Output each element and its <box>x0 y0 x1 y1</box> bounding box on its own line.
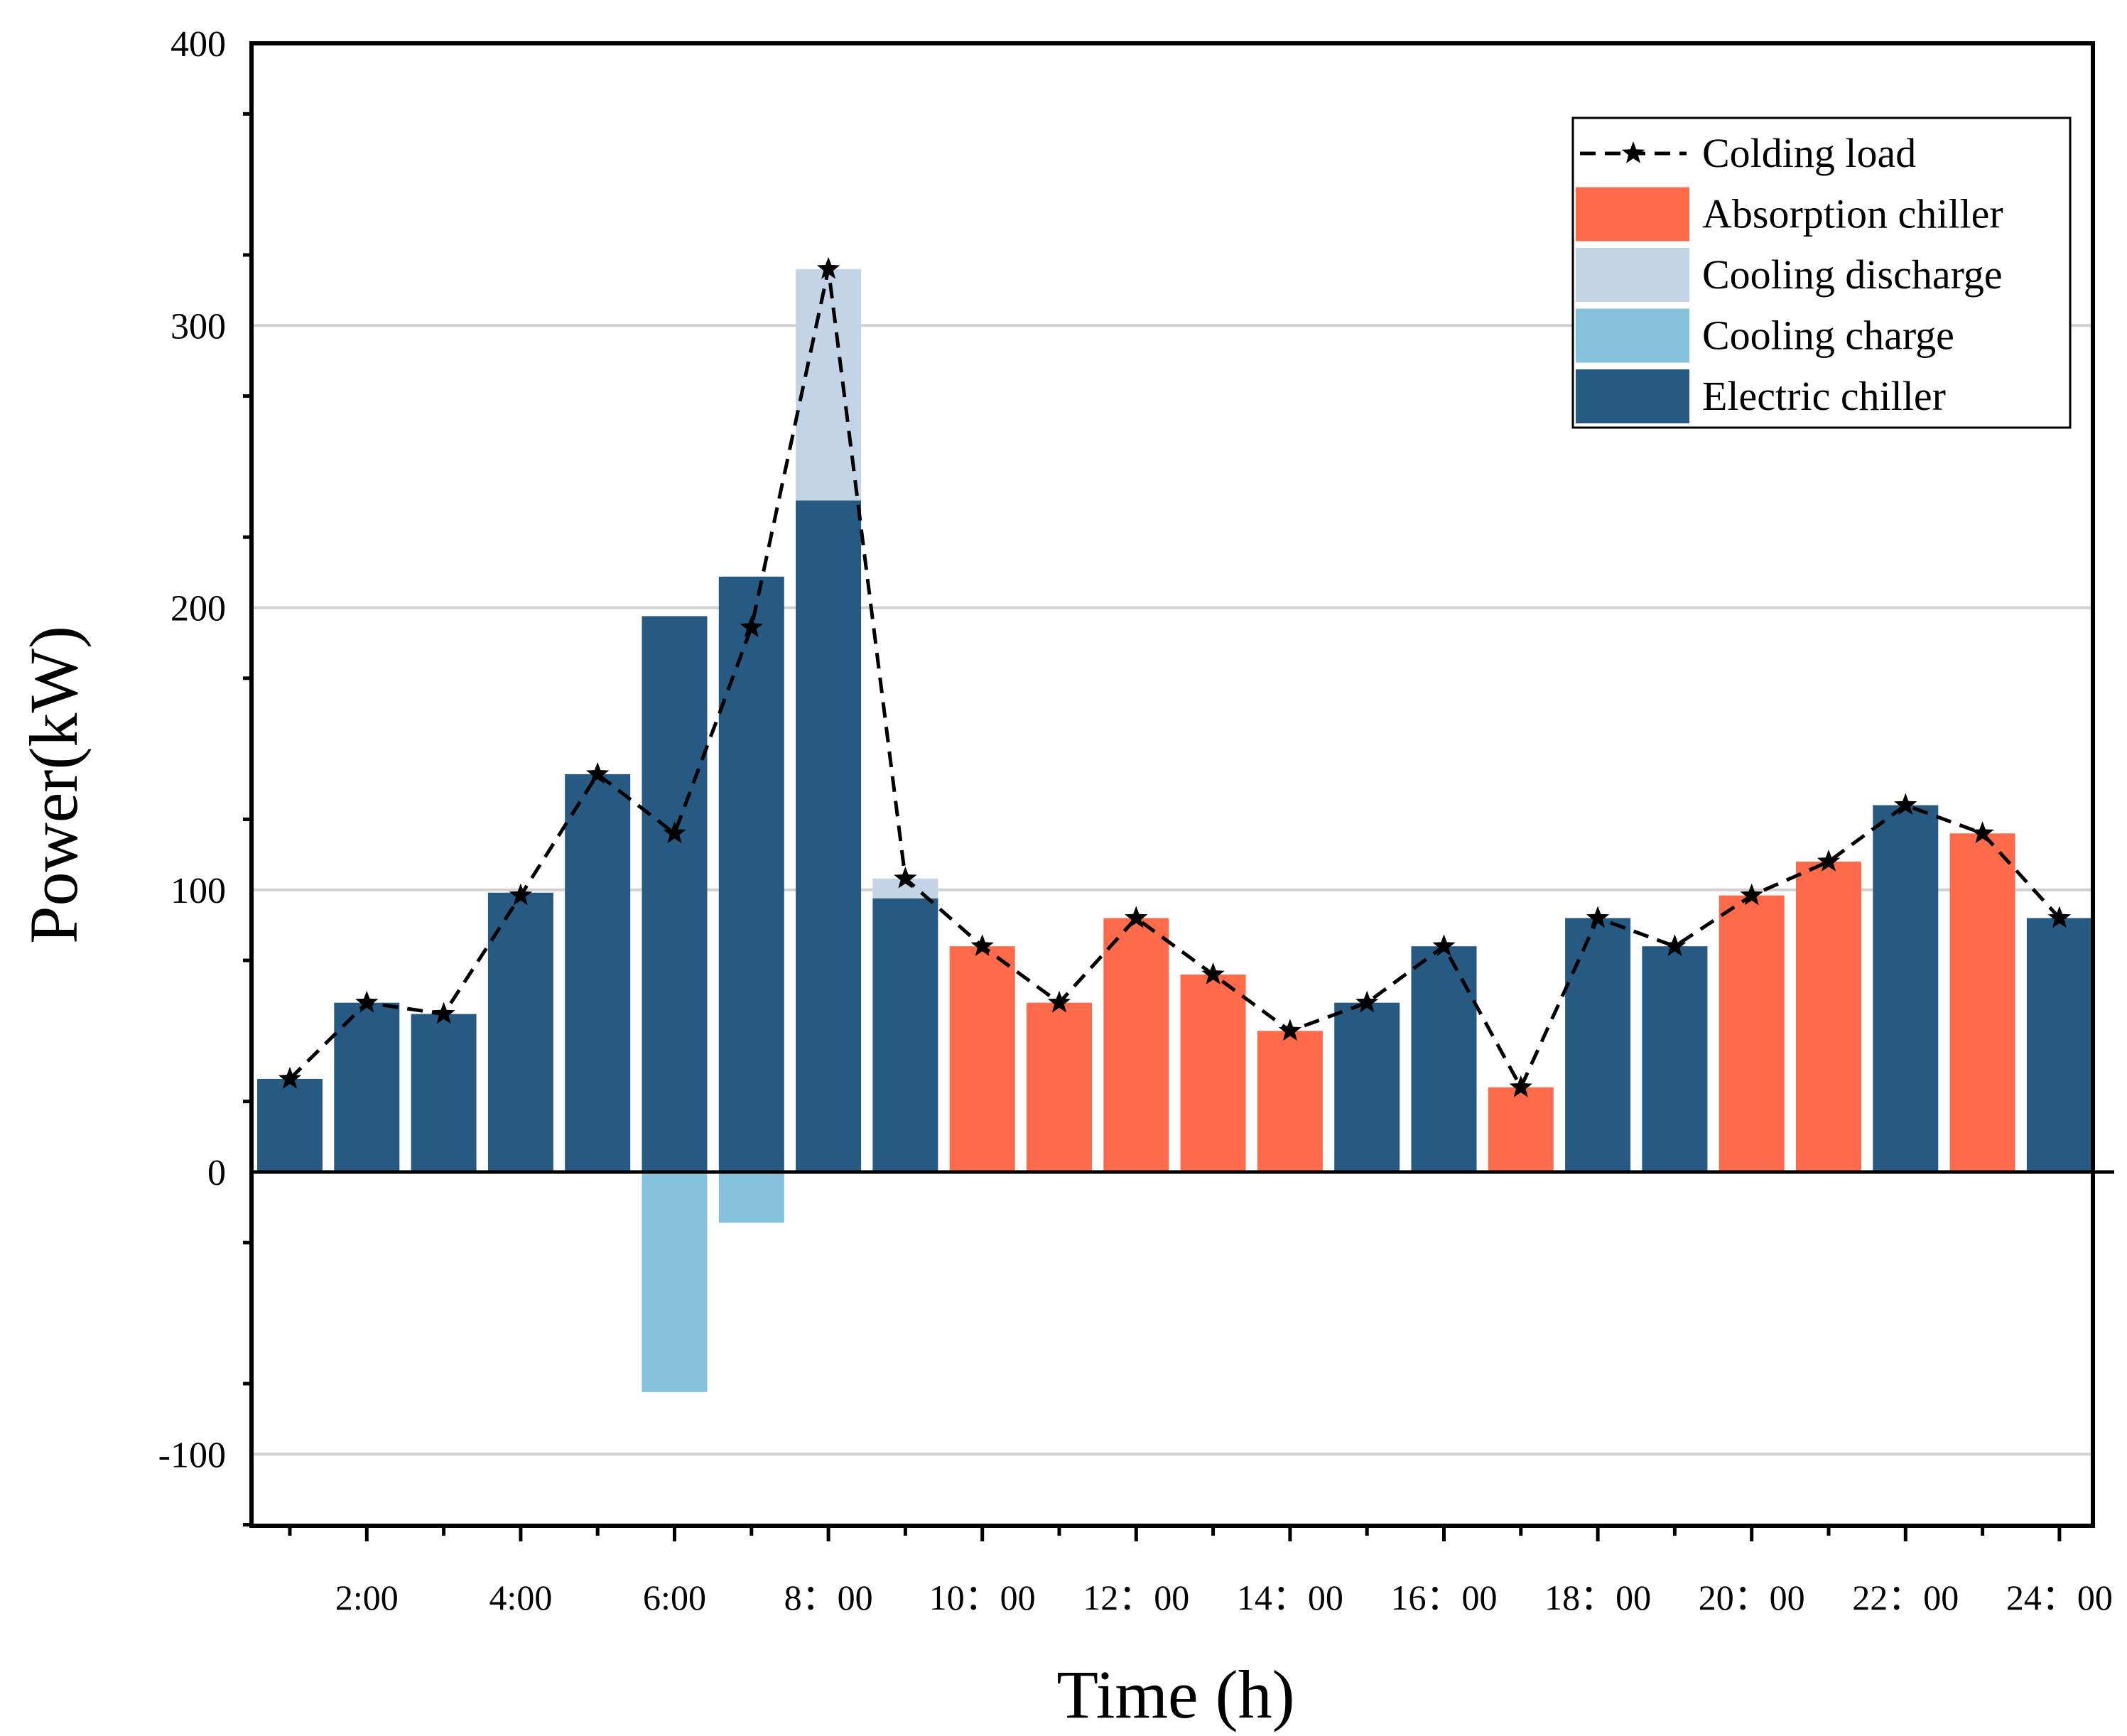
legend-label: Colding load <box>1702 130 1916 176</box>
x-tick-label: 14：00 <box>1237 1578 1343 1617</box>
y-tick-label: 100 <box>171 871 226 911</box>
legend-label: Electric chiller <box>1702 373 1946 419</box>
legend-star <box>1621 141 1645 163</box>
y-tick-label: 200 <box>171 589 226 629</box>
x-tick-label: 18：00 <box>1544 1578 1651 1617</box>
load-point <box>1663 934 1687 956</box>
y-axis-title: Power(kW) <box>16 626 92 944</box>
bar-absorption-chiller <box>1719 895 1785 1172</box>
bar-electric-chiller <box>2026 918 2092 1172</box>
legend-swatch <box>1576 187 1689 242</box>
bars <box>257 268 2092 1392</box>
load-point <box>894 866 917 889</box>
load-point <box>1432 934 1456 956</box>
x-tick-label: 8：00 <box>784 1578 873 1617</box>
y-tick-label: 300 <box>171 306 226 347</box>
load-point <box>663 821 686 844</box>
bar-electric-chiller <box>334 1002 400 1172</box>
legend-swatch <box>1576 248 1689 302</box>
bar-absorption-chiller <box>1180 974 1246 1172</box>
x-tick-label: 22：00 <box>1852 1578 1959 1617</box>
x-tick-label: 12：00 <box>1083 1578 1189 1617</box>
bar-electric-chiller <box>487 892 553 1172</box>
legend-label: Cooling charge <box>1702 313 1954 359</box>
load-point <box>1509 1075 1532 1097</box>
bar-electric-chiller <box>1565 918 1631 1172</box>
bar-electric-chiller <box>1334 1002 1400 1172</box>
load-point <box>1125 906 1148 928</box>
load-point <box>2047 906 2072 928</box>
bar-electric-chiller <box>1642 946 1708 1172</box>
x-tick-label: 6:00 <box>643 1578 706 1617</box>
load-line-path <box>288 268 2061 1092</box>
bar-cooling-discharge <box>796 268 862 501</box>
axes: -100 0 100 200 300 400 2:00 4:00 6:00 8：00 10：00 12… <box>158 24 2114 1617</box>
bar-electric-chiller <box>872 898 938 1172</box>
load-point <box>1355 990 1379 1013</box>
x-tick-label: 20：00 <box>1699 1578 1805 1617</box>
bar-electric-chiller <box>257 1078 323 1172</box>
bar-absorption-chiller <box>949 946 1015 1172</box>
bar-absorption-chiller <box>1949 833 2015 1172</box>
x-tick-label: 10：00 <box>929 1578 1036 1617</box>
bar-electric-chiller <box>1873 805 1939 1172</box>
legend: Colding load Absorption chiller Cooling di… <box>1571 116 2072 429</box>
load-line <box>278 256 2072 1097</box>
load-point <box>432 1002 455 1024</box>
bar-electric-chiller <box>1411 946 1477 1172</box>
legend-swatch <box>1576 369 1689 423</box>
plot-frame <box>249 41 2095 1528</box>
x-tick-label: 2:00 <box>335 1578 399 1617</box>
bar-electric-chiller <box>411 1014 477 1172</box>
legend-label: Absorption chiller <box>1702 191 2003 237</box>
legend-swatch <box>1576 308 1689 363</box>
bar-absorption-chiller <box>1257 1031 1323 1172</box>
bar-electric-chiller <box>642 616 708 1172</box>
bar-absorption-chiller <box>1027 1002 1092 1172</box>
load-point <box>509 883 533 906</box>
y-tick-label: 0 <box>207 1153 226 1193</box>
y-tick-label: 400 <box>171 24 226 65</box>
load-point <box>355 990 379 1013</box>
bar-absorption-chiller <box>1103 918 1169 1172</box>
load-point <box>740 615 763 638</box>
bar-electric-chiller <box>565 774 631 1172</box>
load-point <box>1278 1019 1302 1041</box>
load-point <box>1047 990 1071 1013</box>
x-axis-title: Time (h) <box>1056 1656 1294 1732</box>
bar-cooling-charge <box>718 1172 784 1223</box>
x-tick-label: 4:00 <box>489 1578 552 1617</box>
bar-electric-chiller <box>718 576 784 1172</box>
load-point <box>278 1066 302 1089</box>
y-tick-label: -100 <box>158 1435 226 1475</box>
x-tick-label: 24：00 <box>2006 1578 2113 1617</box>
load-point <box>1740 883 1763 906</box>
legend-label: Cooling discharge <box>1702 251 2003 298</box>
load-point <box>1971 821 1994 844</box>
load-point <box>816 256 840 279</box>
load-point <box>1817 850 1841 872</box>
load-point <box>1894 793 1917 815</box>
load-point <box>586 761 610 784</box>
load-point <box>970 934 994 956</box>
bar-cooling-charge <box>642 1172 708 1392</box>
load-point <box>1201 962 1225 984</box>
bar-absorption-chiller <box>1488 1087 1554 1172</box>
bar-absorption-chiller <box>1796 862 1861 1172</box>
load-point <box>1586 906 1610 928</box>
x-tick-label: 16：00 <box>1391 1578 1498 1617</box>
bar-electric-chiller <box>796 500 862 1172</box>
